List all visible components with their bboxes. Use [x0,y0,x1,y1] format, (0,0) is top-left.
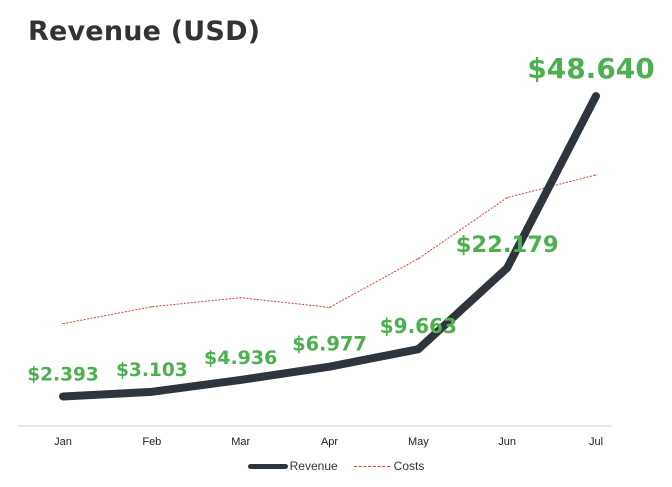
costs-point [62,323,64,325]
data-label-revenue: $22.179 [456,232,559,258]
legend-swatch-revenue [247,463,288,469]
revenue-point [417,348,419,350]
revenue-point [62,395,64,397]
revenue-point [151,391,153,393]
costs-point [328,306,331,309]
costs-point [595,174,597,176]
costs-point [151,306,153,308]
data-label-revenue: $6.977 [292,333,367,356]
x-tick-label: Mar [231,436,250,448]
x-tick-label: Jun [498,436,516,448]
x-tick-label: May [408,436,429,448]
x-tick-label: Jan [54,436,72,448]
chart-legend: Revenue Costs [0,459,672,473]
costs-point [417,258,419,260]
legend-swatch-costs [353,465,390,467]
data-label-revenue: $4.936 [204,347,277,369]
x-tick-label: Jul [589,436,603,448]
legend-label-costs: Costs [393,459,425,473]
costs-point [506,197,508,199]
legend-item-costs: Costs [353,459,425,473]
data-label-revenue: $3.103 [116,360,188,381]
x-tick-label: Apr [321,436,338,448]
legend-label-revenue: Revenue [289,459,338,473]
revenue-point [240,379,242,381]
revenue-point [595,95,597,97]
legend-item-revenue: Revenue [247,459,338,473]
data-label-revenue: $2.393 [27,364,98,385]
data-label-revenue: $48.640 [527,52,655,85]
revenue-point [506,267,508,269]
data-label-revenue: $9.663 [380,314,457,338]
revenue-point [329,366,330,368]
chart-title: Revenue (USD) [28,16,261,47]
x-tick-label: Feb [142,436,161,448]
costs-point [240,297,242,299]
